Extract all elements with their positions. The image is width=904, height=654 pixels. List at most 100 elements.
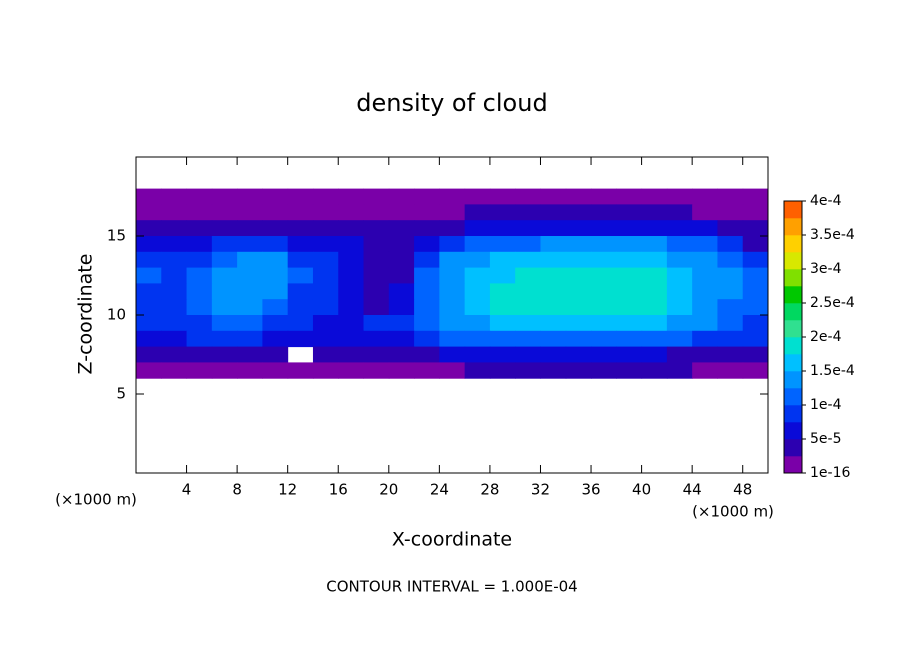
cell xyxy=(464,267,491,284)
cell xyxy=(616,188,643,205)
cell xyxy=(489,330,516,348)
cell xyxy=(414,188,440,205)
y-tick-label: 10 xyxy=(107,306,126,324)
cell xyxy=(515,283,541,300)
cell xyxy=(742,220,769,237)
cell xyxy=(287,330,314,348)
cell xyxy=(136,251,162,269)
cell xyxy=(211,362,238,379)
cell xyxy=(515,330,541,348)
cell xyxy=(489,299,516,316)
x-tick-label: 40 xyxy=(632,481,651,499)
cell xyxy=(262,251,289,269)
cell xyxy=(616,251,643,269)
colorbar-band xyxy=(784,405,802,423)
cell xyxy=(616,267,643,284)
cell xyxy=(464,251,491,269)
cell xyxy=(262,204,289,221)
cell xyxy=(616,236,643,253)
cell xyxy=(186,330,213,348)
cell xyxy=(616,283,643,300)
cell xyxy=(616,315,643,332)
colorbar-label: 5e-5 xyxy=(810,431,841,447)
cell xyxy=(136,362,162,379)
cell xyxy=(414,330,440,348)
cell xyxy=(388,346,415,363)
x-tick-label: 8 xyxy=(232,481,242,499)
cell xyxy=(186,299,213,316)
cell xyxy=(161,236,188,253)
cell xyxy=(717,204,744,221)
cell xyxy=(666,315,693,332)
cell xyxy=(717,362,744,379)
cell xyxy=(338,283,365,300)
cell xyxy=(616,346,643,363)
cell xyxy=(742,346,769,363)
cell xyxy=(515,188,541,205)
colorbar-band xyxy=(784,388,802,406)
cell xyxy=(439,236,466,253)
cell xyxy=(287,267,314,284)
cell xyxy=(641,220,668,237)
cell xyxy=(186,362,213,379)
cell xyxy=(237,362,263,379)
cell xyxy=(414,251,440,269)
cell xyxy=(312,346,339,363)
x-tick-label: 44 xyxy=(683,481,702,499)
cell xyxy=(489,362,516,379)
cell xyxy=(338,315,365,332)
cell xyxy=(641,283,668,300)
cell xyxy=(237,251,263,269)
cell xyxy=(287,362,314,379)
colorbar-label: 2.5e-4 xyxy=(810,295,855,311)
cell xyxy=(717,220,744,237)
cell xyxy=(388,299,415,316)
cell xyxy=(591,236,617,253)
cell xyxy=(565,315,592,332)
cell xyxy=(161,330,188,348)
cell xyxy=(287,188,314,205)
cell xyxy=(692,330,718,348)
cell xyxy=(211,346,238,363)
cell xyxy=(742,283,769,300)
cell xyxy=(363,267,390,284)
x-tick-label: 24 xyxy=(430,481,449,499)
cell xyxy=(515,204,541,221)
cell xyxy=(211,267,238,284)
cell xyxy=(591,346,617,363)
cell xyxy=(388,251,415,269)
cell xyxy=(136,283,162,300)
cell xyxy=(237,330,263,348)
cell xyxy=(363,236,390,253)
cell xyxy=(742,267,769,284)
cell xyxy=(565,362,592,379)
cell xyxy=(338,362,365,379)
cell xyxy=(363,299,390,316)
cell xyxy=(742,362,769,379)
cell xyxy=(742,204,769,221)
cell xyxy=(312,267,339,284)
cell xyxy=(262,330,289,348)
cell xyxy=(464,188,491,205)
cell xyxy=(136,267,162,284)
cell xyxy=(692,236,718,253)
cell xyxy=(692,220,718,237)
cell xyxy=(136,299,162,316)
cell xyxy=(666,236,693,253)
cell xyxy=(211,188,238,205)
cell xyxy=(489,267,516,284)
cell xyxy=(439,346,466,363)
field xyxy=(136,188,769,379)
cell xyxy=(540,251,567,269)
x-unit: (×1000 m) xyxy=(692,503,774,521)
cell xyxy=(287,251,314,269)
cell xyxy=(591,362,617,379)
cell xyxy=(312,188,339,205)
cell xyxy=(641,362,668,379)
cell xyxy=(641,330,668,348)
plot-frame xyxy=(135,156,769,474)
cell xyxy=(312,236,339,253)
cell xyxy=(186,346,213,363)
cell xyxy=(414,315,440,332)
